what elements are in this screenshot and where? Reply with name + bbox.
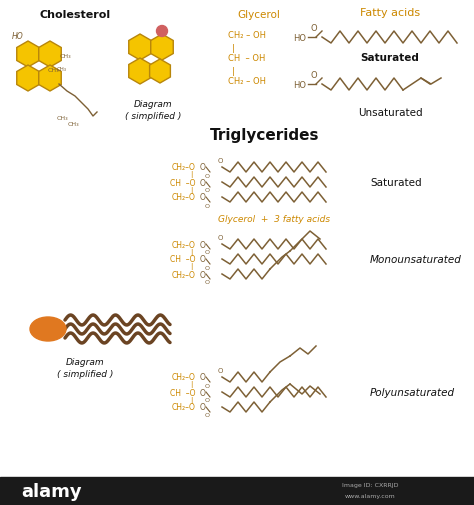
Text: |: | — [190, 396, 192, 402]
Text: CH₃: CH₃ — [56, 115, 68, 120]
Text: O: O — [200, 163, 206, 172]
Text: CH₂–O: CH₂–O — [172, 270, 196, 279]
Text: O: O — [204, 280, 210, 285]
Text: CH₃: CH₃ — [48, 67, 60, 72]
Text: CH₂–O: CH₂–O — [172, 402, 196, 412]
Text: O: O — [200, 255, 206, 264]
Text: O: O — [217, 234, 223, 240]
Text: CH₃: CH₃ — [67, 121, 79, 126]
Text: O: O — [200, 240, 206, 249]
Text: Monounsaturated: Monounsaturated — [370, 255, 462, 265]
Polygon shape — [39, 42, 61, 68]
Text: O: O — [200, 270, 206, 279]
Text: O: O — [310, 70, 317, 79]
Text: HO: HO — [12, 31, 24, 40]
Text: CH₂–O: CH₂–O — [172, 193, 196, 202]
Text: CH₂–O: CH₂–O — [172, 240, 196, 249]
Text: Glycerol: Glycerol — [237, 10, 280, 20]
Text: CH₂–O: CH₂–O — [172, 373, 196, 382]
Text: |: | — [232, 43, 235, 53]
Ellipse shape — [30, 317, 66, 341]
Text: Saturated: Saturated — [361, 53, 419, 63]
Text: O: O — [200, 402, 206, 412]
Text: CH  –O: CH –O — [171, 388, 196, 397]
Text: CH₃: CH₃ — [60, 54, 72, 59]
Text: CH  –O: CH –O — [171, 178, 196, 187]
Text: alamy: alamy — [22, 482, 82, 500]
Text: Saturated: Saturated — [370, 178, 422, 188]
Text: O: O — [200, 388, 206, 397]
Circle shape — [156, 26, 167, 37]
Text: CH₂–O: CH₂–O — [172, 163, 196, 172]
Text: O: O — [217, 367, 223, 373]
Text: O: O — [310, 23, 317, 32]
Text: O: O — [217, 158, 223, 164]
Text: Cholesterol: Cholesterol — [39, 10, 110, 20]
Text: CH  –O: CH –O — [171, 255, 196, 264]
Text: |: | — [190, 248, 192, 255]
Text: Diagram
( simplified ): Diagram ( simplified ) — [125, 100, 181, 121]
Text: Image ID: CXRRJD: Image ID: CXRRJD — [342, 483, 398, 487]
Text: Glycerol  +  3 fatty acids: Glycerol + 3 fatty acids — [218, 215, 330, 224]
Text: CH₂ – OH: CH₂ – OH — [228, 76, 266, 85]
Text: HO: HO — [293, 80, 306, 89]
Text: CH₂ – OH: CH₂ – OH — [228, 30, 266, 39]
Polygon shape — [17, 66, 39, 92]
Text: O: O — [204, 265, 210, 270]
Text: |: | — [232, 66, 235, 75]
Text: HO: HO — [293, 33, 306, 42]
Text: Fatty acids: Fatty acids — [360, 8, 420, 18]
Text: CH  – OH: CH – OH — [228, 54, 265, 63]
Bar — [0, 477, 474, 505]
Text: Polyunsaturated: Polyunsaturated — [370, 387, 455, 397]
Text: O: O — [204, 413, 210, 418]
Text: O: O — [200, 193, 206, 202]
Text: O: O — [204, 188, 210, 193]
Text: O: O — [204, 250, 210, 255]
Text: O: O — [204, 173, 210, 178]
Text: Unsaturated: Unsaturated — [358, 108, 422, 118]
Polygon shape — [129, 59, 151, 85]
Text: Triglycerides: Triglycerides — [210, 128, 320, 143]
Text: www.alamy.com: www.alamy.com — [345, 493, 395, 498]
Polygon shape — [17, 42, 39, 68]
Text: |: | — [190, 186, 192, 193]
Text: |: | — [190, 171, 192, 178]
Text: O: O — [204, 203, 210, 208]
Text: O: O — [204, 398, 210, 402]
Text: |: | — [190, 263, 192, 270]
Polygon shape — [150, 60, 170, 84]
Text: O: O — [204, 383, 210, 388]
Text: |: | — [190, 381, 192, 388]
Text: Diagram
( simplified ): Diagram ( simplified ) — [57, 358, 113, 378]
Text: O: O — [200, 178, 206, 187]
Polygon shape — [151, 35, 173, 61]
Polygon shape — [39, 66, 61, 92]
Text: O: O — [200, 373, 206, 382]
Polygon shape — [129, 35, 151, 61]
Text: CH₃: CH₃ — [57, 66, 67, 71]
